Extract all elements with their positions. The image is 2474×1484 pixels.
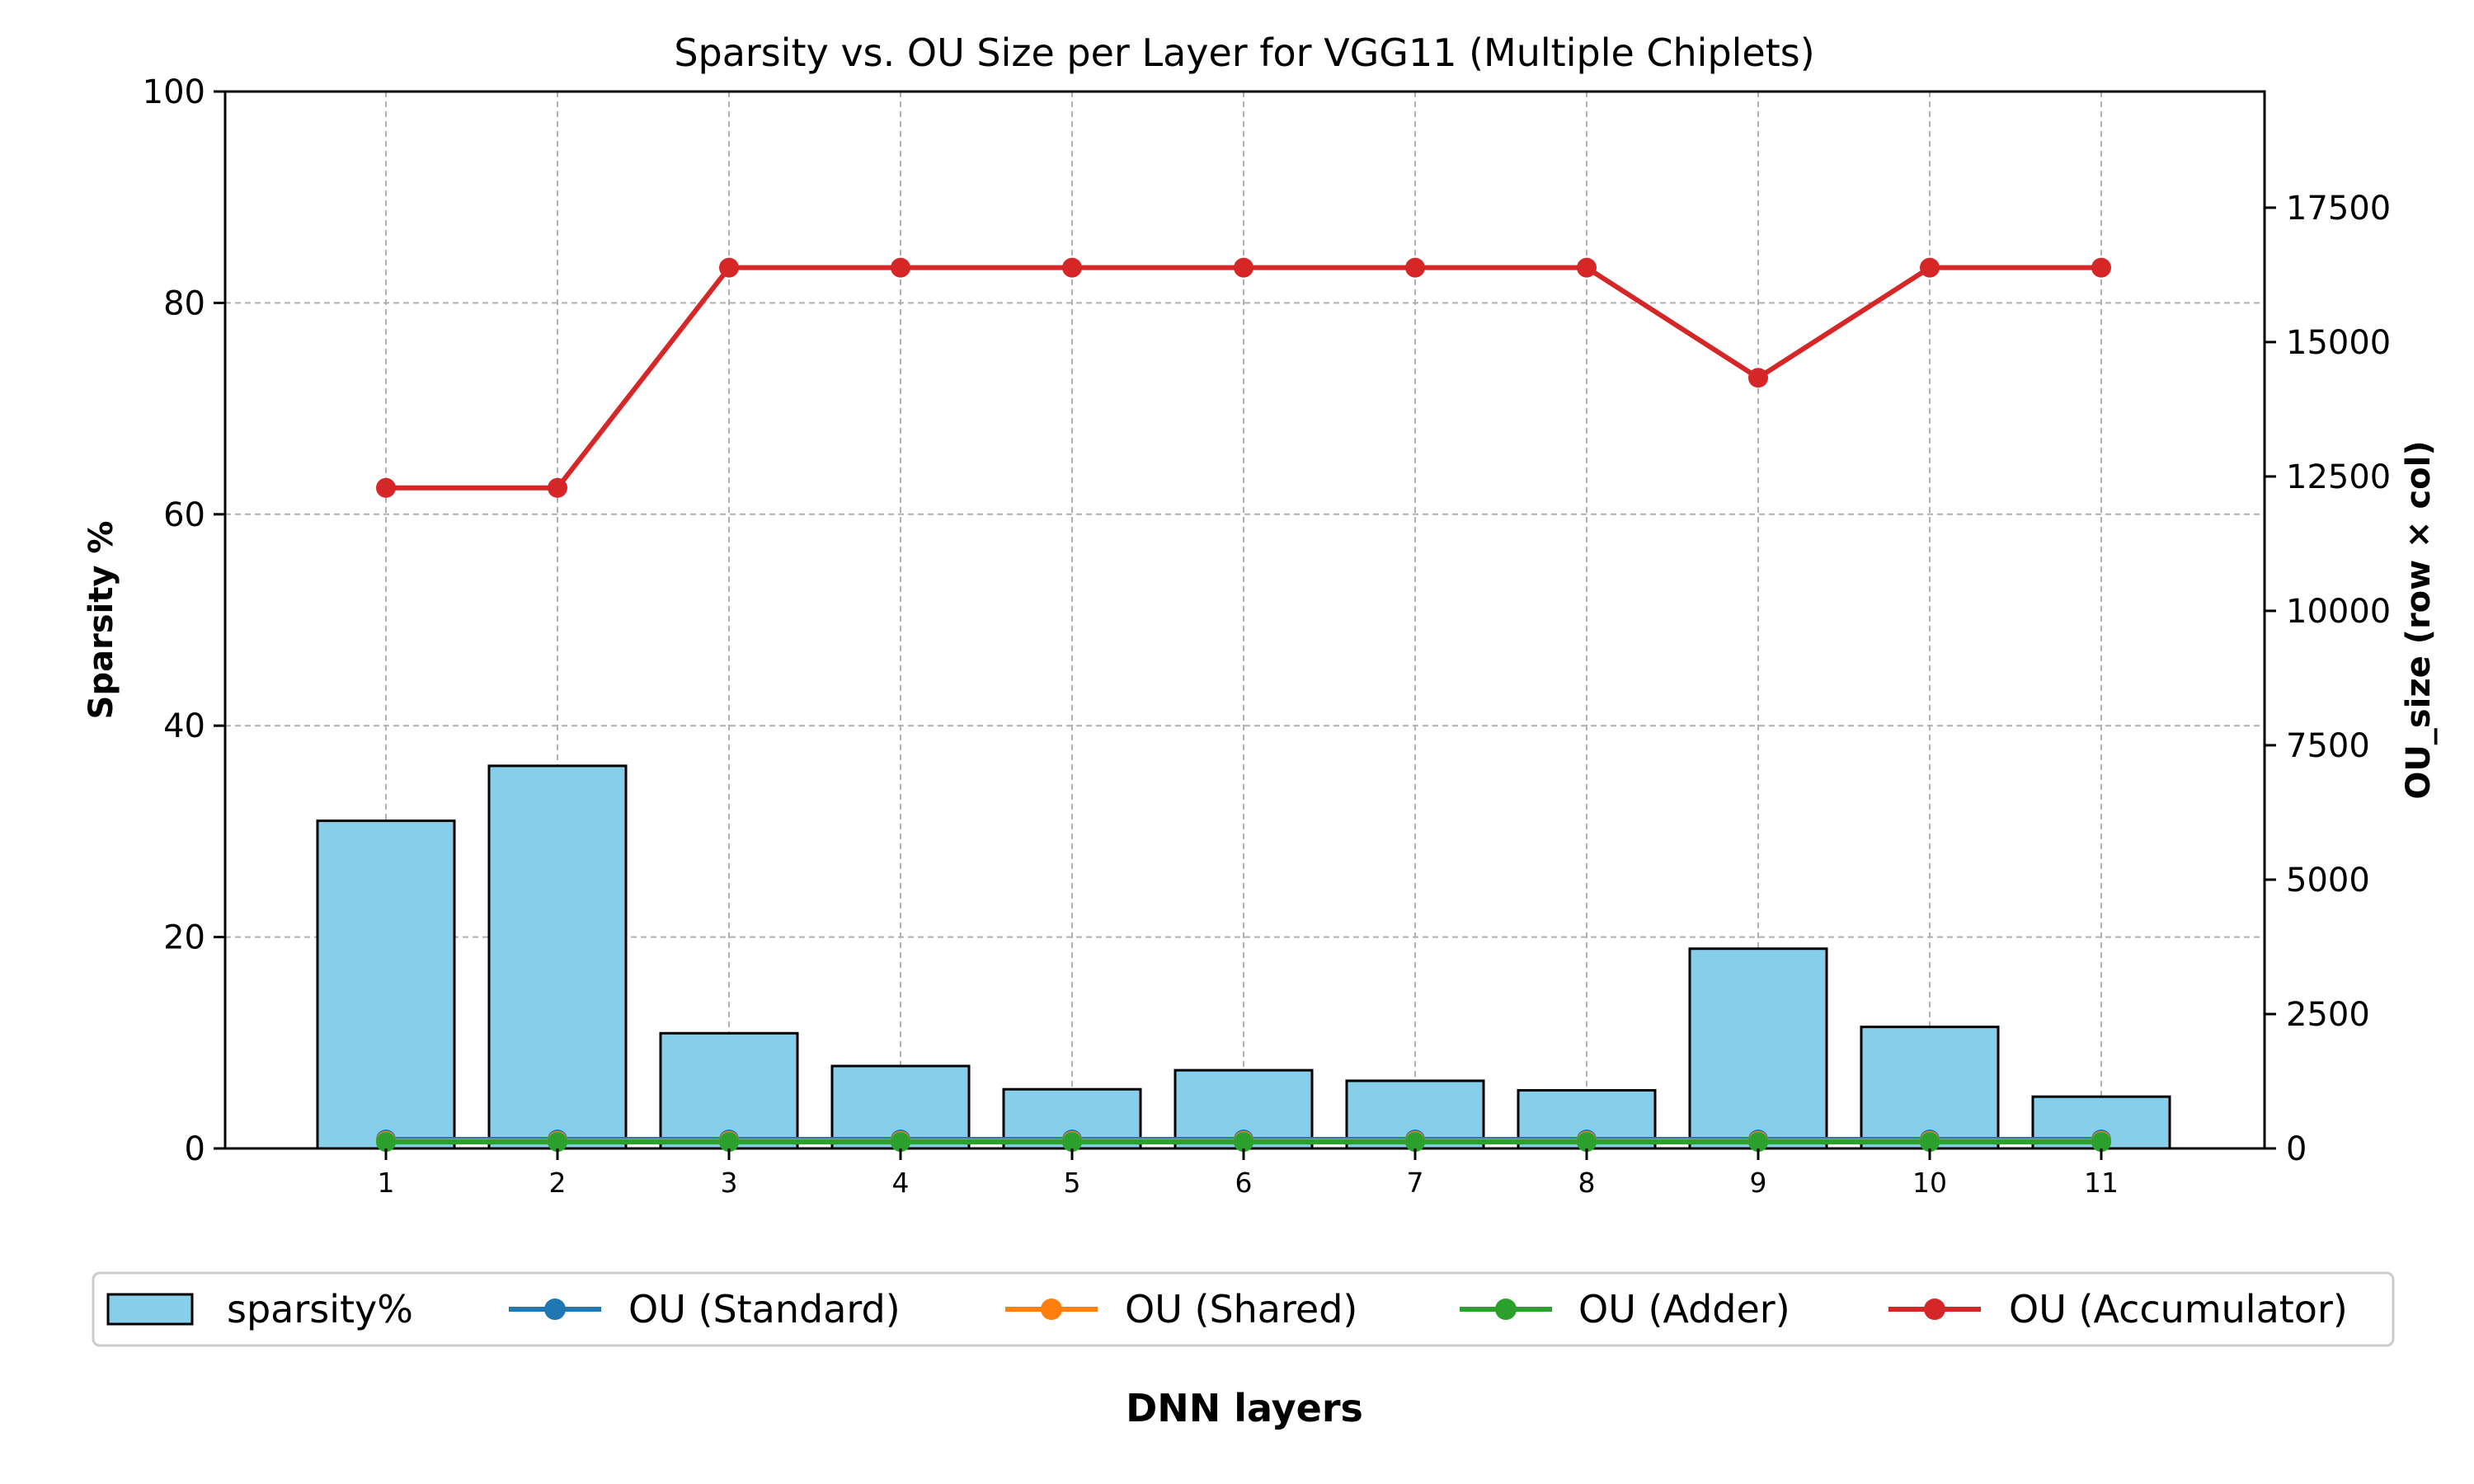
series-point (1234, 1132, 1253, 1153)
y2-tick-label: 5000 (2286, 862, 2370, 899)
series-point (548, 477, 567, 498)
y-tick-label: 0 (185, 1130, 205, 1168)
legend-label: sparsity% (227, 1287, 413, 1331)
y2-tick-label: 7500 (2286, 727, 2370, 765)
y-axis-label: Sparsity % (82, 521, 120, 720)
series-point (376, 1132, 396, 1153)
bar (1688, 947, 1828, 1150)
series-point (1748, 368, 1768, 388)
series-point (548, 1132, 567, 1153)
y-tick-label: 40 (163, 707, 205, 745)
legend-swatch-marker (1495, 1298, 1517, 1320)
x-tick-label: 6 (1235, 1167, 1253, 1199)
axes: 0 20 40 60 80 100 0 2500 5000 7500 10000 12500 15000… (143, 73, 2392, 1199)
legend-label: OU (Accumulator) (2009, 1287, 2348, 1331)
bar (316, 819, 456, 1150)
legend-label: OU (Shared) (1125, 1287, 1357, 1331)
x-axis-label: DNN layers (1126, 1386, 1363, 1430)
y2-tick-label: 2500 (2286, 996, 2370, 1034)
bar (1860, 1026, 2000, 1150)
x-tick-label: 9 (1750, 1167, 1767, 1199)
y2-tick-label: 10000 (2286, 593, 2391, 631)
series-point (1062, 257, 1082, 278)
series-point (376, 477, 396, 498)
y-tick-label: 100 (143, 73, 205, 111)
x-tick-label: 1 (378, 1167, 395, 1199)
x-tick-label: 10 (1912, 1167, 1947, 1199)
series-point (1234, 257, 1253, 278)
y2-tick-label: 15000 (2286, 324, 2391, 362)
x-tick-label: 7 (1407, 1167, 1424, 1199)
bar (659, 1031, 799, 1150)
y2-tick-label: 12500 (2286, 458, 2391, 496)
series-point (719, 1132, 739, 1153)
legend-frame (92, 1271, 2395, 1347)
legend-swatch-marker (1041, 1298, 1062, 1320)
y2-tick-label: 0 (2286, 1130, 2307, 1168)
bar (487, 764, 628, 1150)
series-point (1748, 1132, 1768, 1153)
x-tick-label: 4 (892, 1167, 910, 1199)
legend-label: OU (Adder) (1578, 1287, 1790, 1331)
x-tick-label: 2 (549, 1167, 567, 1199)
x-tick-label: 5 (1064, 1167, 1081, 1199)
y-tick-label: 60 (163, 496, 205, 534)
y-tick-label: 80 (163, 284, 205, 322)
series-point (719, 257, 739, 278)
series-point (1405, 257, 1425, 278)
x-tick-label: 8 (1578, 1167, 1596, 1199)
bars (316, 764, 2171, 1150)
legend-swatch-marker (1924, 1298, 1945, 1320)
legend-label: OU (Standard) (628, 1287, 901, 1331)
y2-axis-label: OU_size (row × col) (2400, 440, 2438, 799)
legend: sparsity% OU (Standard) OU (Shared) OU (Add… (92, 1271, 2395, 1347)
legend-swatch-marker (544, 1298, 566, 1320)
series-point (891, 1132, 910, 1153)
series-point (2091, 257, 2111, 278)
series-point (1577, 1132, 1597, 1153)
series-point (1920, 257, 1940, 278)
series-point (1062, 1132, 1082, 1153)
series-point (891, 257, 910, 278)
legend-swatch-bar (106, 1293, 194, 1326)
series-point (2091, 1132, 2111, 1153)
series-point (1577, 257, 1597, 278)
series-point (1920, 1132, 1940, 1153)
chart-title: Sparsity vs. OU Size per Layer for VGG11… (674, 31, 1814, 75)
x-tick-label: 11 (2084, 1167, 2119, 1199)
y2-tick-label: 17500 (2286, 190, 2391, 228)
series-point (1405, 1132, 1425, 1153)
series-lines (376, 257, 2111, 1153)
y-tick-label: 20 (163, 919, 205, 957)
x-tick-label: 3 (721, 1167, 738, 1199)
